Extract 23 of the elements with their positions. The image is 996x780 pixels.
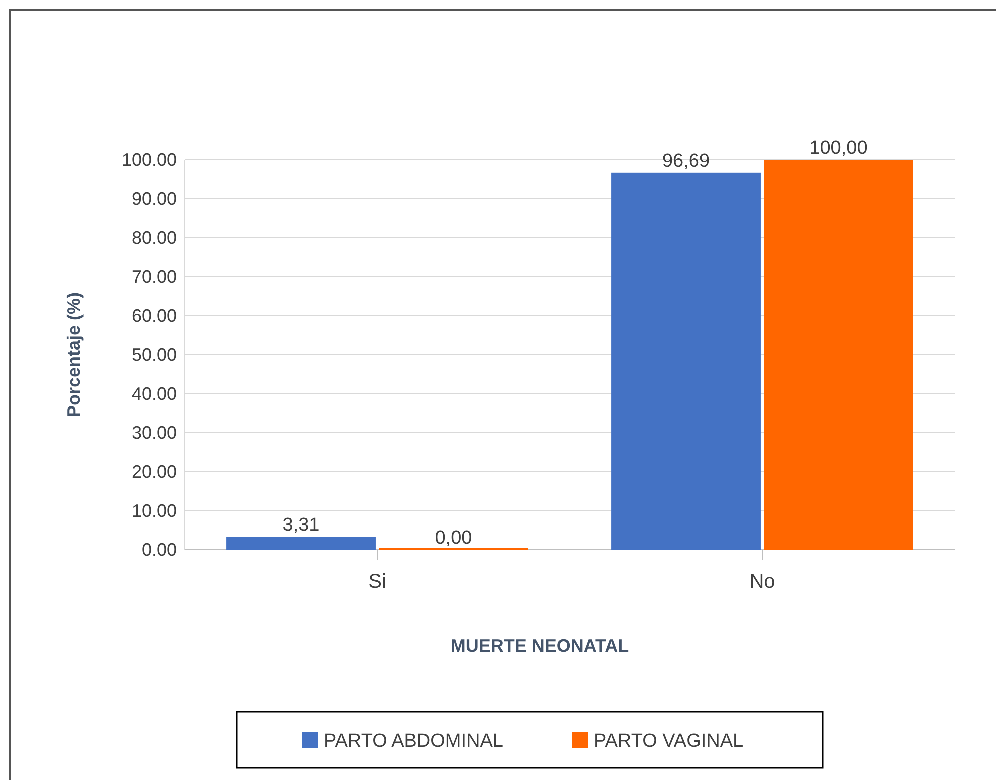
bar	[612, 172, 761, 550]
y-tick-label: 60.00	[132, 306, 177, 326]
data-label: 3,31	[282, 515, 320, 536]
x-tick-label: No	[750, 571, 776, 594]
data-label: 96,69	[662, 150, 710, 172]
y-tick-label: 70.00	[132, 266, 177, 287]
y-tick-label: 90.00	[132, 188, 177, 209]
y-tick-label: 20.00	[132, 462, 177, 482]
x-axis-title: MUERTE NEONATAL	[450, 636, 630, 656]
legend-label: PARTO VAGINAL	[594, 731, 744, 752]
y-tick-label: 10.00	[132, 500, 177, 521]
y-tick-label: 50.00	[132, 344, 177, 365]
data-label: 100,00	[810, 138, 868, 159]
x-tick-label: Si	[368, 571, 386, 594]
y-tick-label: 40.00	[132, 384, 177, 404]
y-axis-title: Porcentaje (%)	[64, 292, 84, 418]
y-tick-label: 80.00	[132, 228, 177, 248]
y-tick-label: 0.00	[142, 540, 177, 560]
legend-label: PARTO ABDOMINAL	[324, 731, 504, 752]
data-label: 0,00	[435, 528, 472, 549]
bar	[764, 160, 914, 550]
y-tick-label: 100.00	[122, 150, 177, 170]
y-tick-label: 30.00	[132, 422, 177, 443]
